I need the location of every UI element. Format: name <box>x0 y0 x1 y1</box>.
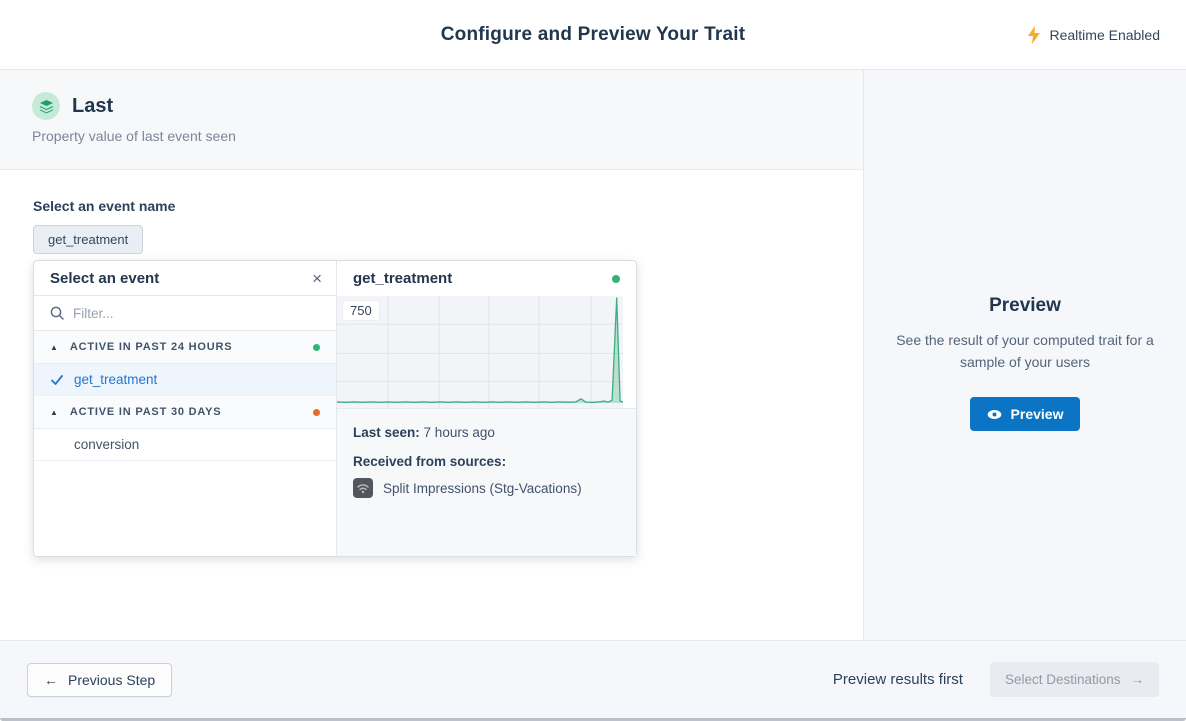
event-item-label: conversion <box>74 437 140 452</box>
config-area: Select an event name get_treatment Selec… <box>0 170 863 640</box>
event-detail-title: get_treatment <box>353 270 453 287</box>
sources-line: Received from sources: <box>353 454 620 469</box>
preview-title: Preview <box>989 295 1061 316</box>
check-icon <box>51 374 63 385</box>
event-name-label: Select an event name <box>33 198 176 214</box>
selected-event-chip[interactable]: get_treatment <box>33 225 144 254</box>
arrow-right-icon: → <box>1130 672 1145 687</box>
page-header: Configure and Preview Your Trait Realtim… <box>0 0 1186 70</box>
collapse-caret-icon: ▲ <box>50 342 58 352</box>
last-seen-value: 7 hours ago <box>423 425 495 440</box>
group-label: ACTIVE IN PAST 30 DAYS <box>69 406 222 418</box>
collapse-caret-icon: ▲ <box>50 407 58 417</box>
close-icon[interactable]: × <box>312 268 322 288</box>
window-bottom-edge <box>0 718 1186 721</box>
group-label: ACTIVE IN PAST 24 HOURS <box>69 341 233 353</box>
layers-icon <box>39 99 53 113</box>
realtime-status: Realtime Enabled <box>1027 25 1160 44</box>
trait-name: Last <box>72 94 114 117</box>
preview-description: See the result of your computed trait fo… <box>896 332 1154 370</box>
event-item-get-treatment[interactable]: get_treatment <box>34 364 336 396</box>
event-detail-pane: get_treatment 750 Last seen: 7 hours <box>336 261 636 556</box>
previous-step-button[interactable]: ← Previous Step <box>27 662 173 697</box>
picker-title: Select an event <box>50 269 160 287</box>
event-item-label: get_treatment <box>74 372 158 387</box>
preview-button-label: Preview <box>1010 406 1064 423</box>
select-destinations-label: Select Destinations <box>1004 672 1121 687</box>
split-source-icon <box>353 478 373 498</box>
preview-sidebar: Preview See the result of your computed … <box>864 70 1186 640</box>
search-icon <box>50 306 64 320</box>
event-volume-chart: 750 <box>336 296 624 408</box>
group-status-dot <box>313 343 320 351</box>
realtime-label: Realtime Enabled <box>1049 26 1160 43</box>
event-picker-popover: Select an event × Filter... ▲ <box>33 260 637 557</box>
configuration-panel: Last Property value of last event seen S… <box>0 70 864 640</box>
wizard-footer: ← Previous Step Preview results first Se… <box>0 640 1186 718</box>
previous-step-label: Previous Step <box>68 671 156 688</box>
trait-description: Property value of last event seen <box>32 128 236 144</box>
event-detail-info: Last seen: 7 hours ago Received from sou… <box>337 408 636 556</box>
preview-button[interactable]: Preview <box>969 397 1081 432</box>
page-title: Configure and Preview Your Trait <box>440 23 746 45</box>
wifi-icon <box>357 483 369 493</box>
y-axis-max-label: 750 <box>343 301 379 320</box>
last-seen-label: Last seen: <box>353 425 420 440</box>
source-row: Split Impressions (Stg-Vacations) <box>353 478 620 498</box>
event-item-conversion[interactable]: conversion <box>34 429 336 461</box>
event-sparkline <box>336 296 624 408</box>
event-list-pane: Select an event × Filter... ▲ <box>34 261 337 556</box>
event-group-30d[interactable]: ▲ ACTIVE IN PAST 30 DAYS <box>34 396 336 429</box>
event-group-24h[interactable]: ▲ ACTIVE IN PAST 24 HOURS <box>34 331 336 364</box>
trait-type-icon <box>32 92 60 120</box>
select-destinations-button[interactable]: Select Destinations → <box>989 662 1159 697</box>
arrow-left-icon: ← <box>44 671 58 688</box>
group-status-dot <box>313 408 320 416</box>
trait-header: Last Property value of last event seen <box>0 70 863 170</box>
filter-placeholder: Filter... <box>73 305 114 321</box>
filter-input[interactable]: Filter... <box>34 296 336 331</box>
eye-icon <box>987 409 1001 419</box>
picker-header: Select an event × <box>34 261 336 296</box>
event-status-dot <box>612 274 620 283</box>
preview-results-hint: Preview results first <box>832 671 963 688</box>
lightning-bolt-icon <box>1028 25 1041 44</box>
source-name: Split Impressions (Stg-Vacations) <box>383 480 582 496</box>
sources-label: Received from sources: <box>353 454 507 469</box>
last-seen-line: Last seen: 7 hours ago <box>353 425 620 440</box>
event-detail-header: get_treatment <box>337 261 636 296</box>
